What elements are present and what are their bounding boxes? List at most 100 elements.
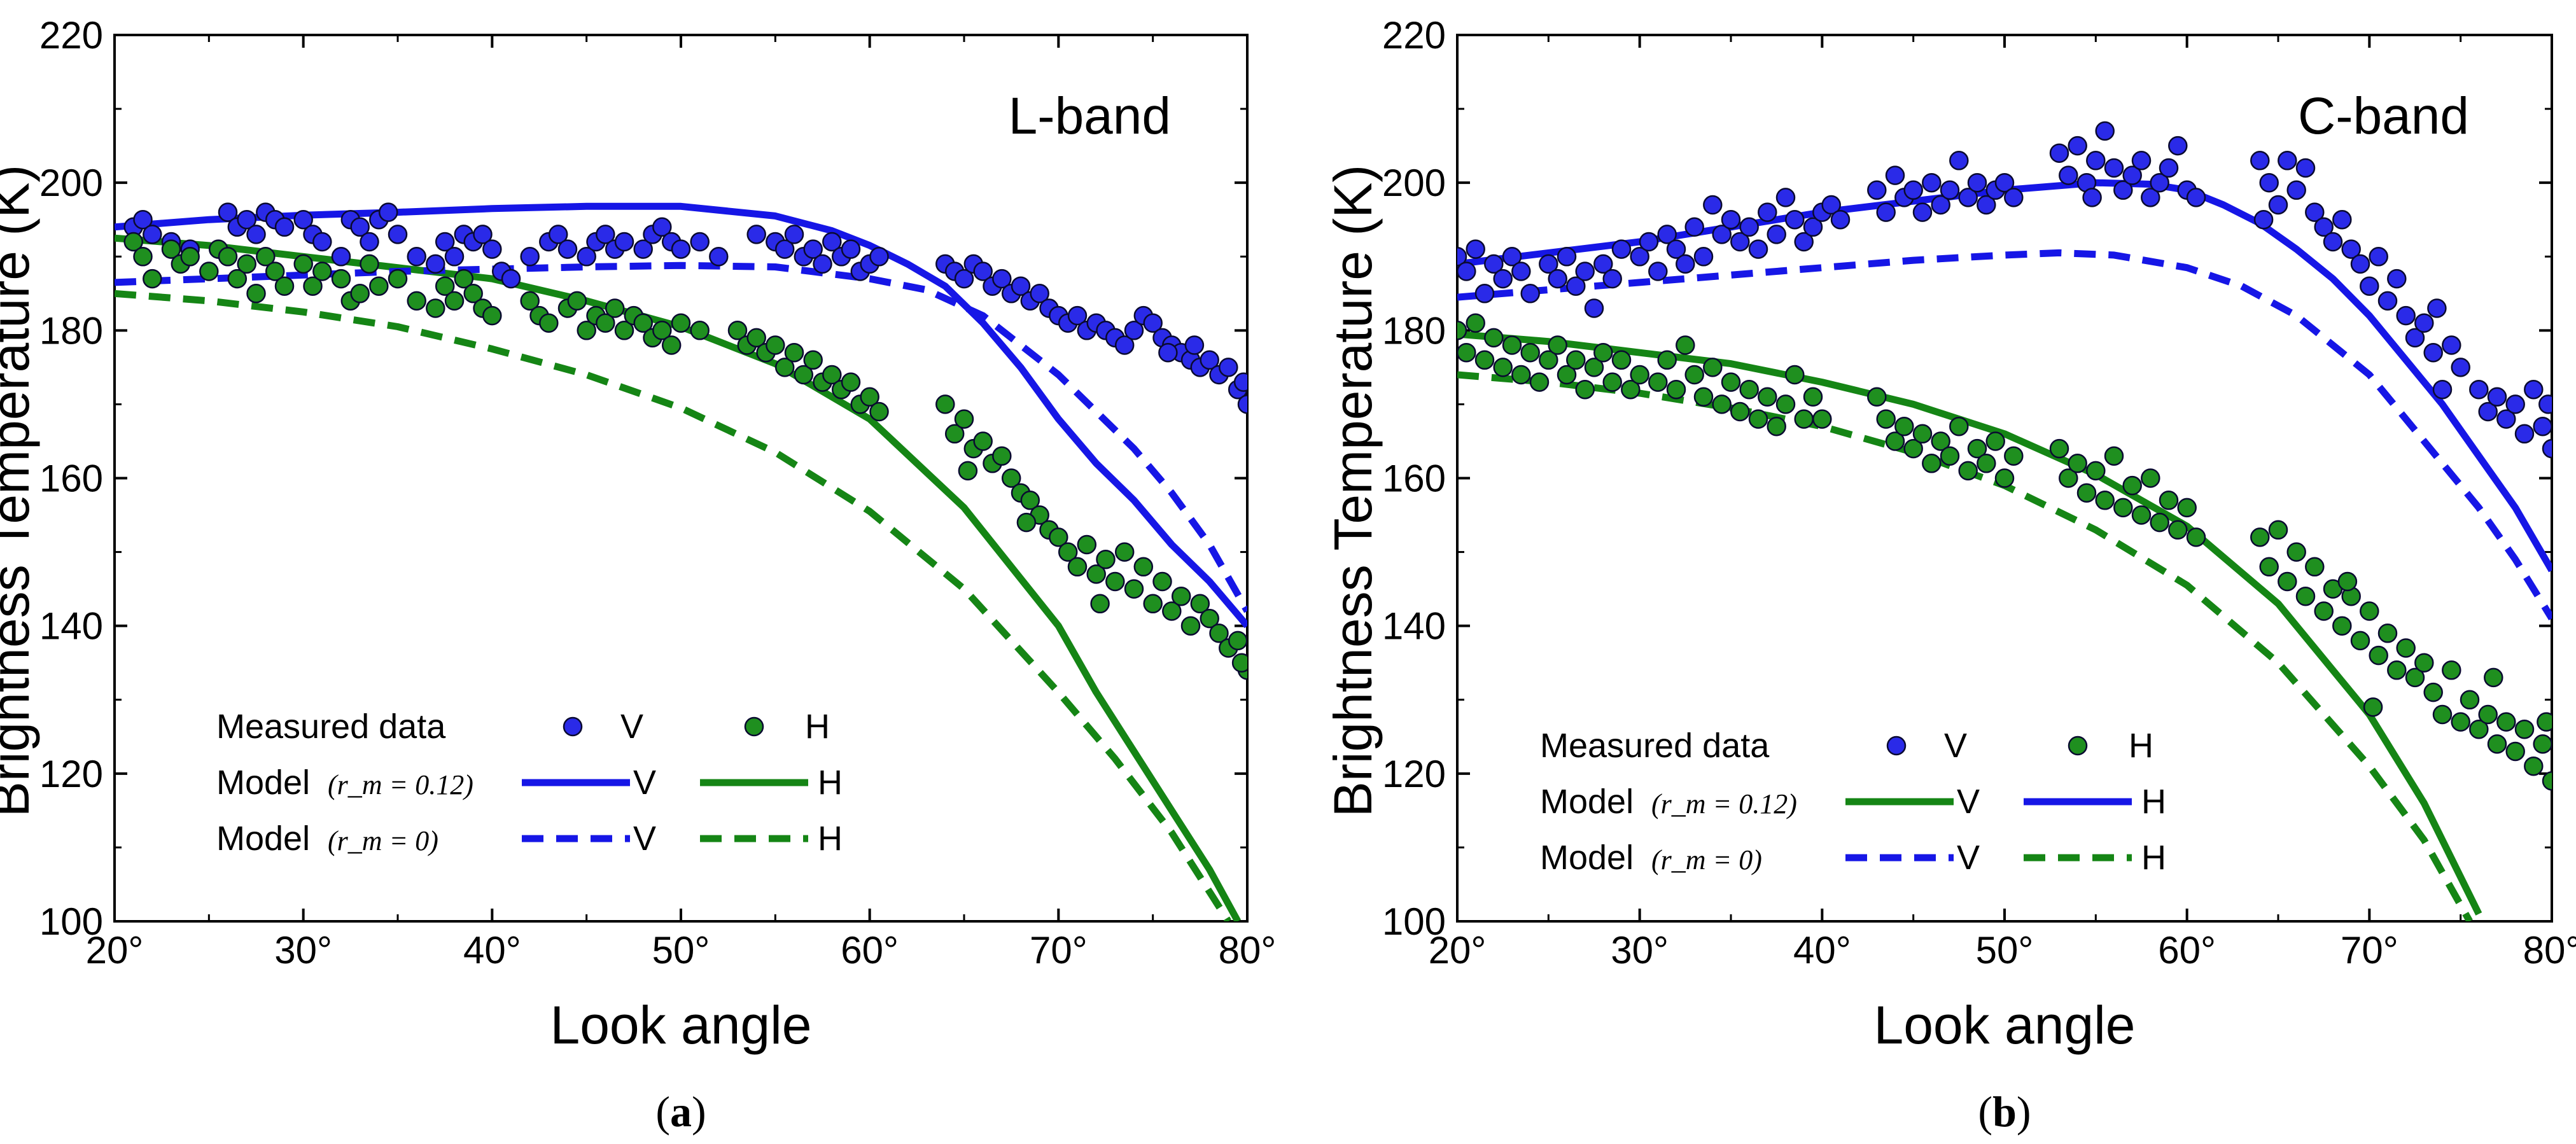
panel-a-xtick-label: 30° bbox=[274, 929, 332, 972]
panel-a-point-measured-v bbox=[1219, 358, 1238, 377]
panel-a-point-measured-h bbox=[803, 350, 823, 370]
panel-a-xtick-label: 60° bbox=[841, 929, 899, 972]
panel-a-xtick-label: 20° bbox=[86, 929, 144, 972]
panel-b-point-measured-h bbox=[1775, 394, 1796, 414]
panel-a-point-measured-h bbox=[671, 313, 691, 333]
panel-a-point-measured-v bbox=[312, 232, 332, 252]
panel-a-point-measured-v bbox=[992, 269, 1012, 289]
panel-b-point-measured-h bbox=[2122, 475, 2142, 496]
panel-a-point-measured-h bbox=[1090, 594, 1110, 614]
panel-b-point-measured-h bbox=[1693, 387, 1714, 407]
panel-b-point-measured-v bbox=[1466, 239, 1485, 259]
panel-b-ytick-label: 200 bbox=[1382, 162, 1446, 204]
panel-b-point-measured-v bbox=[2360, 276, 2379, 296]
panel-b-point-measured-v bbox=[1657, 225, 1677, 244]
panel-a-xtick-label: 40° bbox=[463, 929, 521, 972]
panel-b-point-measured-v bbox=[2377, 291, 2398, 311]
panel-a-ytick-label: 120 bbox=[39, 753, 103, 795]
panel-a-point-measured-v bbox=[869, 247, 889, 267]
panel-b-point-measured-v bbox=[2533, 416, 2552, 436]
panel-a-point-measured-h bbox=[123, 232, 143, 252]
panel-a-point-measured-v bbox=[614, 232, 634, 252]
panel-a-legend-model2-h-label: H bbox=[818, 820, 843, 858]
panel-b-point-measured-v bbox=[2323, 232, 2343, 252]
panel-a-point-measured-h bbox=[690, 321, 710, 340]
panel-b-point-measured-v bbox=[2478, 401, 2498, 422]
panel-b-point-measured-v bbox=[2253, 209, 2274, 230]
panel-b-point-measured-h bbox=[1529, 372, 1550, 392]
panel-b-point-measured-h bbox=[1794, 409, 1814, 429]
panel-a-point-measured-h bbox=[350, 284, 370, 303]
panel-b-point-measured-v bbox=[1867, 180, 1887, 200]
panel-b-point-measured-v bbox=[1940, 180, 1960, 200]
panel-b-point-measured-v bbox=[1730, 232, 1750, 252]
panel-a-point-measured-h bbox=[1049, 527, 1068, 547]
panel-a-point-measured-h bbox=[1180, 616, 1201, 636]
panel-b-point-measured-h bbox=[1758, 387, 1777, 407]
panel-b-point-measured-v bbox=[1748, 239, 1768, 259]
panel-a-point-measured-v bbox=[501, 269, 521, 289]
panel-b-point-measured-h bbox=[2177, 498, 2197, 518]
panel-a-point-measured-h bbox=[958, 461, 978, 481]
panel-b-point-measured-h bbox=[1885, 431, 1905, 451]
panel-b-point-measured-h bbox=[1931, 431, 1950, 451]
panel-b-point-measured-v bbox=[1474, 284, 1495, 303]
panel-b-legend-measured-label: Measured data bbox=[1540, 727, 1770, 765]
panel-b-y-axis-title: Brightness Temperature (K) bbox=[1323, 165, 1383, 818]
panel-b-point-measured-h bbox=[2524, 756, 2544, 776]
panel-a-xtick-label: 50° bbox=[652, 929, 710, 972]
panel-b-point-measured-v bbox=[1830, 209, 1851, 230]
panel-b-point-measured-h bbox=[2414, 653, 2434, 673]
panel-a-point-measured-h bbox=[1105, 571, 1125, 592]
panel-a-point-measured-v bbox=[133, 209, 153, 230]
panel-a-point-measured-h bbox=[265, 262, 285, 281]
panel-b-point-measured-v bbox=[1885, 165, 1905, 185]
panel-a-ytick-label: 180 bbox=[39, 309, 103, 352]
panel-b-point-measured-v bbox=[1566, 276, 1586, 296]
panel-b-legend-model2-h-label: H bbox=[2141, 839, 2166, 877]
panel-a-point-measured-h bbox=[746, 328, 766, 348]
panel-b-point-measured-h bbox=[2432, 704, 2453, 725]
panel-a-point-measured-h bbox=[1086, 564, 1106, 584]
panel-a-point-measured-v bbox=[1143, 313, 1163, 333]
panel-a-point-measured-h bbox=[360, 254, 379, 274]
panel-a-caption: (a) bbox=[655, 1087, 706, 1136]
panel-b-point-measured-v bbox=[2414, 313, 2434, 333]
panel-a-point-measured-h bbox=[1020, 491, 1040, 510]
panel-b-point-measured-v bbox=[1794, 232, 1814, 252]
panel-b-point-measured-h bbox=[2360, 601, 2379, 621]
panel-a-point-measured-h bbox=[482, 305, 502, 326]
panel-a-point-measured-h bbox=[935, 394, 955, 414]
panel-a-point-measured-h bbox=[369, 276, 389, 296]
panel-b-point-measured-v bbox=[2082, 188, 2102, 207]
panel-b-xtick-label: 80° bbox=[2523, 929, 2576, 972]
panel-b-point-measured-v bbox=[2405, 328, 2425, 348]
panel-a-point-measured-v bbox=[1233, 372, 1247, 392]
panel-b-legend-model1-param: (r_m = 0.12) bbox=[1651, 788, 1797, 820]
panel-a-x-axis-title: Look angle bbox=[550, 995, 811, 1055]
panel-b-point-measured-v bbox=[1912, 202, 1933, 222]
panel-b-point-measured-v bbox=[2469, 379, 2489, 400]
panel-b-point-measured-h bbox=[2387, 660, 2407, 680]
panel-a-point-measured-v bbox=[1124, 321, 1144, 340]
panel-b-point-measured-h bbox=[1548, 335, 1567, 355]
panel-a-point-measured-h bbox=[1016, 512, 1037, 533]
panel-a-point-measured-h bbox=[237, 254, 256, 274]
panel-b-xtick-label: 40° bbox=[1793, 929, 1851, 972]
panel-b-point-measured-h bbox=[2369, 645, 2388, 666]
panel-b-point-measured-h bbox=[2086, 461, 2106, 481]
panel-a-point-measured-v bbox=[709, 247, 729, 267]
panel-b-point-measured-h bbox=[2104, 446, 2124, 466]
panel-b-point-measured-v bbox=[1903, 180, 1923, 200]
panel-b-point-measured-h bbox=[2505, 741, 2525, 762]
panel-b-ytick-label: 220 bbox=[1382, 14, 1446, 57]
panel-b-ytick-label: 100 bbox=[1382, 900, 1446, 943]
panel-b-point-measured-v bbox=[1958, 188, 1978, 207]
panel-a-point-measured-h bbox=[860, 387, 879, 407]
panel-a-point-measured-h bbox=[1143, 594, 1163, 614]
panel-a-point-measured-h bbox=[1228, 631, 1247, 651]
panel-a-point-measured-v bbox=[1114, 335, 1135, 355]
panel-b-point-measured-v bbox=[2068, 136, 2087, 156]
panel-b-caption: (b) bbox=[1978, 1087, 2031, 1136]
panel-b-legend-model2-v-label: V bbox=[1957, 839, 1980, 877]
